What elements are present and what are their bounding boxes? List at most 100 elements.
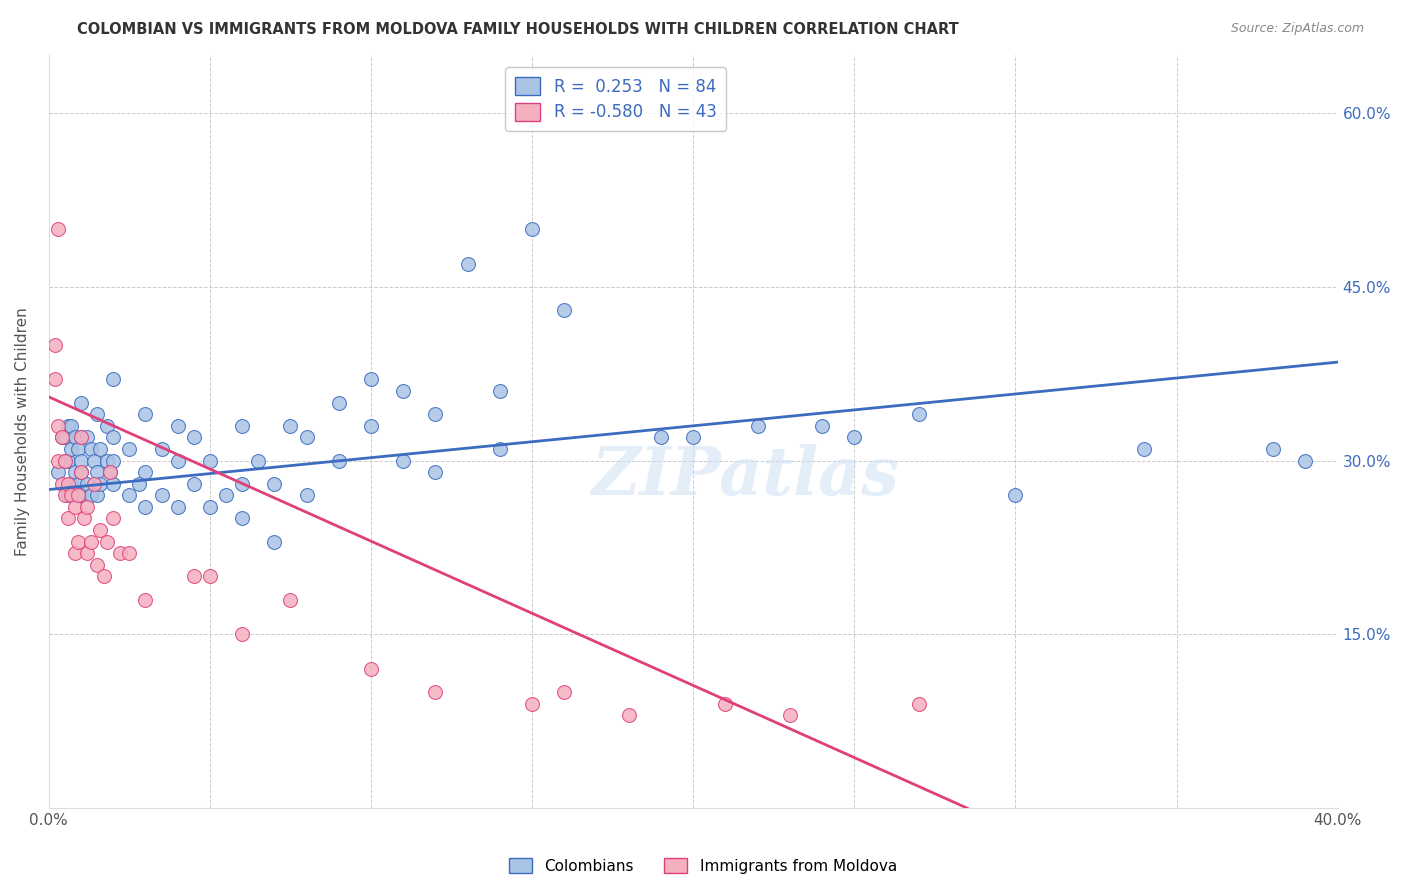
Point: [98, 465, 121, 479]
Point: [150, 442, 173, 456]
Point: [263, 534, 285, 549]
Point: [60, 442, 83, 456]
Point: [89, 523, 111, 537]
Point: [553, 303, 575, 318]
Point: [70, 453, 93, 467]
Point: [51, 476, 73, 491]
Point: [360, 372, 382, 386]
Point: [96, 534, 118, 549]
Point: [328, 453, 350, 467]
Point: [215, 488, 238, 502]
Point: [51, 430, 73, 444]
Point: [70, 395, 93, 409]
Point: [86, 558, 108, 572]
Point: [779, 708, 801, 723]
Point: [53, 430, 76, 444]
Point: [198, 500, 221, 514]
Point: [76, 500, 98, 514]
Point: [714, 697, 737, 711]
Point: [280, 592, 302, 607]
Point: [425, 407, 447, 421]
Text: Source: ZipAtlas.com: Source: ZipAtlas.com: [1230, 22, 1364, 36]
Point: [96, 418, 118, 433]
Point: [128, 476, 150, 491]
Point: [1263, 442, 1285, 456]
Point: [263, 476, 285, 491]
Point: [86, 488, 108, 502]
Point: [63, 500, 86, 514]
Point: [103, 476, 125, 491]
Point: [617, 708, 640, 723]
Point: [118, 442, 141, 456]
Point: [70, 465, 93, 479]
Point: [231, 418, 253, 433]
Point: [231, 476, 253, 491]
Point: [89, 442, 111, 456]
Point: [134, 407, 156, 421]
Point: [520, 222, 543, 236]
Point: [53, 453, 76, 467]
Point: [553, 685, 575, 699]
Point: [747, 418, 769, 433]
Point: [198, 569, 221, 583]
Point: [1004, 488, 1026, 502]
Point: [73, 511, 96, 525]
Point: [183, 569, 205, 583]
Point: [231, 511, 253, 525]
Point: [198, 453, 221, 467]
Point: [295, 430, 318, 444]
Point: [166, 500, 188, 514]
Point: [70, 430, 93, 444]
Point: [48, 465, 70, 479]
Point: [103, 430, 125, 444]
Y-axis label: Family Households with Children: Family Households with Children: [15, 307, 30, 556]
Point: [56, 453, 79, 467]
Point: [907, 697, 929, 711]
Point: [83, 476, 105, 491]
Point: [360, 418, 382, 433]
Point: [118, 546, 141, 560]
Point: [166, 453, 188, 467]
Point: [425, 465, 447, 479]
Point: [70, 465, 93, 479]
Point: [56, 511, 79, 525]
Point: [682, 430, 704, 444]
Text: COLOMBIAN VS IMMIGRANTS FROM MOLDOVA FAMILY HOUSEHOLDS WITH CHILDREN CORRELATION: COLOMBIAN VS IMMIGRANTS FROM MOLDOVA FAM…: [77, 22, 959, 37]
Point: [457, 257, 479, 271]
Legend: Colombians, Immigrants from Moldova: Colombians, Immigrants from Moldova: [503, 852, 903, 880]
Point: [98, 465, 121, 479]
Point: [328, 395, 350, 409]
Point: [53, 488, 76, 502]
Point: [134, 465, 156, 479]
Point: [86, 407, 108, 421]
Point: [76, 430, 98, 444]
Point: [183, 476, 205, 491]
Point: [66, 488, 89, 502]
Point: [79, 488, 101, 502]
Point: [44, 337, 66, 351]
Point: [103, 453, 125, 467]
Point: [1133, 442, 1156, 456]
Point: [134, 500, 156, 514]
Point: [53, 453, 76, 467]
Point: [48, 222, 70, 236]
Point: [96, 453, 118, 467]
Point: [150, 488, 173, 502]
Point: [63, 430, 86, 444]
Point: [907, 407, 929, 421]
Point: [51, 430, 73, 444]
Point: [70, 430, 93, 444]
Point: [83, 453, 105, 467]
Point: [60, 488, 83, 502]
Point: [360, 662, 382, 676]
Point: [60, 418, 83, 433]
Point: [44, 372, 66, 386]
Point: [489, 384, 512, 398]
Point: [56, 476, 79, 491]
Point: [489, 442, 512, 456]
Text: ZIPatlas: ZIPatlas: [591, 444, 898, 509]
Point: [76, 546, 98, 560]
Point: [66, 534, 89, 549]
Point: [183, 430, 205, 444]
Point: [76, 476, 98, 491]
